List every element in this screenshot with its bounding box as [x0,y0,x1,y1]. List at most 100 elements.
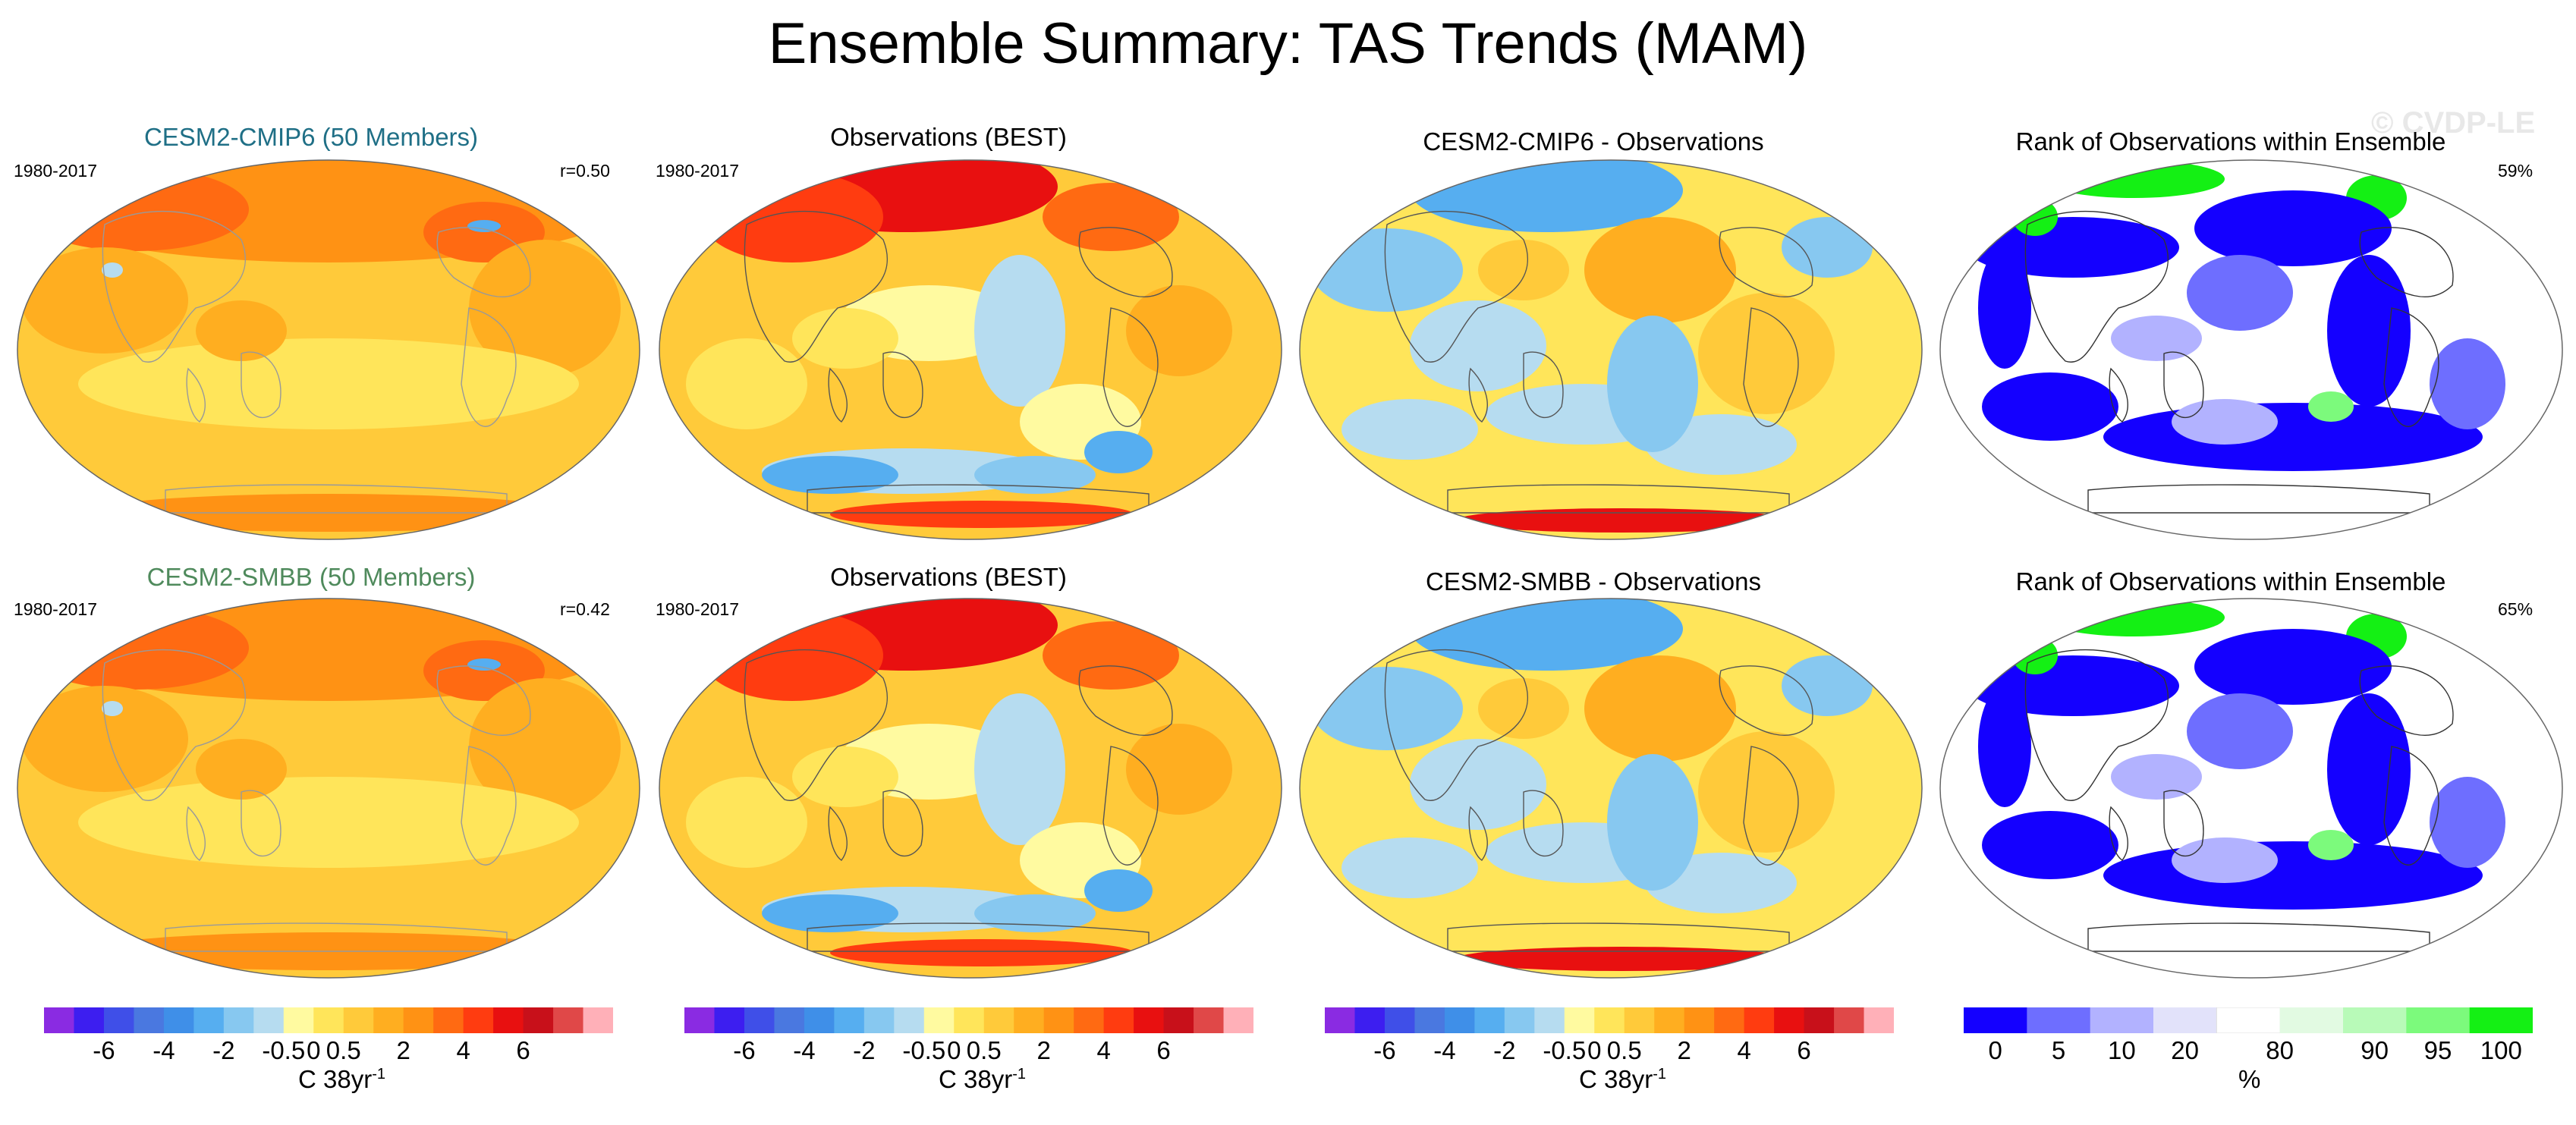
colorbar-swatch [2343,1007,2407,1033]
colorbar-swatch [923,1007,955,1033]
map-field-region [762,456,898,494]
coastline [1468,367,1488,423]
map-r2-c3 [1299,598,1923,979]
coastline [1384,210,1528,363]
colorbar-temp-2: -6 -4 -2 -0.5 0 0.5 2 4 6 C 38yr-1 [684,1007,1254,1093]
colorbar-swatch [74,1007,105,1033]
map-field-region [1084,869,1153,912]
colorbar-tick-label: 2 [396,1036,410,1064]
map-field-region [78,777,579,868]
colorbar-tick-label: 90 [2361,1036,2389,1064]
map-field-region [792,746,898,807]
colorbar-tick-label: 2 [1036,1036,1051,1064]
map-border [1299,159,1923,540]
map-field-region [974,456,1096,494]
coastline [165,922,508,952]
map-field-region [792,308,898,369]
map-r2-c1 [17,598,640,979]
colorbar-tick-label: 2 [1677,1036,1691,1064]
map-field-region [469,678,621,815]
coastline [828,806,848,861]
map-field-region [78,338,579,429]
colorbar-swatch [1074,1007,1105,1033]
colorbar-swatch [954,1007,985,1033]
panel-title-r1-c4: Rank of Observations within Ensemble [2015,127,2446,156]
map-field-region [1311,228,1463,312]
coastline [828,367,848,423]
map-field-region [686,338,807,429]
coastline [2359,227,2454,297]
colorbar-swatch [1444,1007,1475,1033]
colorbar-rank: 0 5 10 20 80 90 95 100 % [1964,1007,2534,1093]
map-r2-c4 [1939,598,2563,979]
map-field-region [21,606,249,690]
map-field-region [102,701,123,716]
colorbar-swatch [463,1007,494,1033]
coastline [102,210,246,363]
colorbar-swatch [894,1007,925,1033]
coastline [2109,806,2128,861]
coastline [744,649,888,801]
map-field-region [1084,431,1153,473]
period-label-r2-c2: 1980-2017 [656,599,739,619]
coastline [2359,665,2454,736]
colorbar-swatch [1714,1007,1745,1033]
map-field-region [974,894,1096,932]
colorbar-swatch [433,1007,464,1033]
coastline [165,484,508,514]
colorbar-tick-label: 4 [1737,1036,1751,1064]
colorbar-swatch [1103,1007,1134,1033]
map-field-region [467,220,501,232]
colorbar-swatch [1654,1007,1685,1033]
coastline [2383,746,2439,866]
colorbar-swatch [1384,1007,1415,1033]
colorbar-tick-label: 95 [2423,1036,2452,1064]
map-field-region [21,247,188,354]
colorbar-tick-label: 0 [307,1036,321,1064]
colorbar-swatch [44,1007,74,1033]
colorbar-tick-label: 0 [1587,1036,1602,1064]
colorbar-swatch [804,1007,835,1033]
colorbar-tick-label: 100 [2480,1036,2522,1064]
colorbar-swatch [1964,1007,2027,1033]
colorbar-swatch [2090,1007,2154,1033]
stat-label-r1-c1: r=0.50 [560,161,610,181]
colorbar-tick-label: 6 [516,1036,530,1064]
map-field-region [2103,403,2483,471]
colorbar-swatch [1325,1007,1355,1033]
map-field-region [1982,811,2118,879]
map-field-region [1455,508,1789,533]
panel-title-r2-c4: Rank of Observations within Ensemble [2015,567,2446,595]
panel-title-r1-c2: Observations (BEST) [830,123,1067,151]
period-label-r2-c1: 1980-2017 [14,599,97,619]
map-r1-c2 [659,159,1282,540]
colorbar-swatch [223,1007,254,1033]
colorbar-swatch [834,1007,865,1033]
colorbar-tick-label: 0.5 [966,1036,1002,1064]
colorbar-swatch [2279,1007,2344,1033]
colorbar-swatch [2027,1007,2091,1033]
map-field-region [21,168,249,251]
map-field-region [1455,947,1789,971]
map-field-region [2111,754,2202,800]
map-field-region [469,240,621,376]
coastline [1078,665,1173,736]
colorbar-tick-label: -2 [1493,1036,1516,1064]
colorbar-tick-label: 4 [456,1036,470,1064]
coastline [436,665,531,736]
map-field-region [1698,731,1835,853]
coastline [2383,307,2439,427]
map-field-region [2327,693,2411,845]
colorbar-swatch [193,1007,225,1033]
map-field-region [196,300,287,361]
colorbar-tick-label: 4 [1096,1036,1111,1064]
watermark: © CVDP-LE [2371,106,2536,140]
map-field-region [2194,629,2392,705]
coastline [2163,351,2204,419]
colorbar-tick-label: 6 [1156,1036,1171,1064]
coastline [186,367,206,423]
colorbar-swatch [1594,1007,1625,1033]
map-field-region [2043,160,2225,198]
figure-title: Ensemble Summary: TAS Trends (MAM) [768,11,1808,76]
map-field-region [102,262,123,278]
